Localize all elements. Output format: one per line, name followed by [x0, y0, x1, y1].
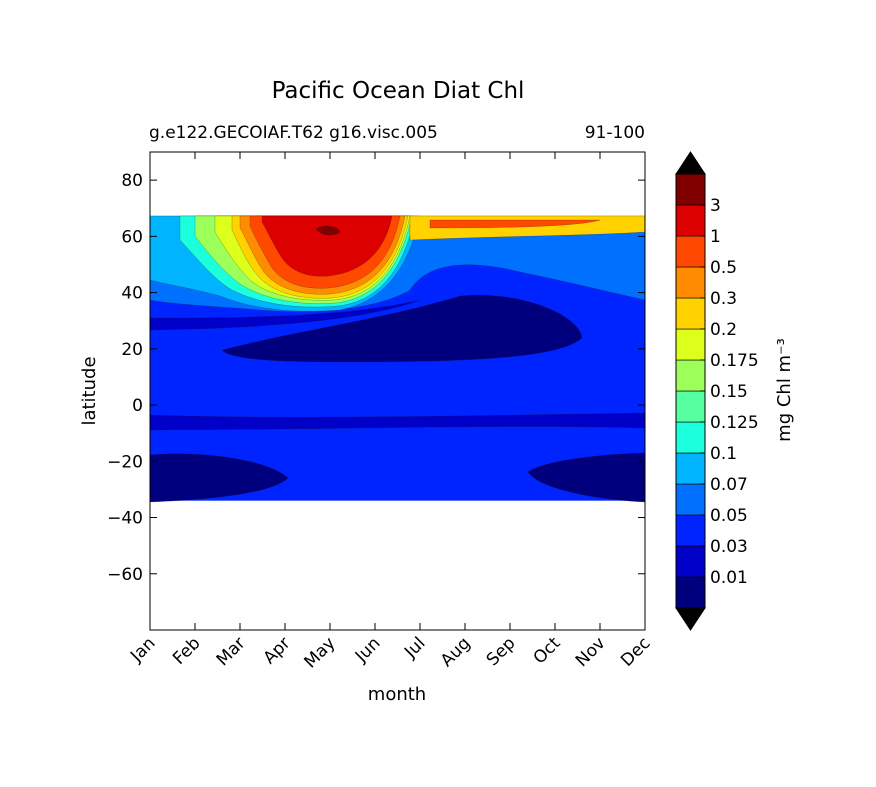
chart-subtitle-right: 91-100 [585, 123, 645, 143]
colorbar-swatch [675, 452, 706, 485]
x-tick-label: Feb [169, 633, 204, 668]
colorbar-tick-label: 1 [710, 227, 721, 247]
colorbar-swatch [675, 266, 706, 299]
y-tick-label: 20 [121, 340, 143, 360]
bloom-3 [261, 215, 393, 277]
colorbar-swatch [675, 483, 706, 516]
x-tick-label: Mar [213, 633, 250, 670]
y-tick-label: 40 [121, 284, 143, 304]
y-axis-label: latitude [79, 356, 100, 425]
subtropical-gyre [221, 294, 583, 363]
colorbar-extend-max [675, 151, 706, 175]
x-tick-label: Jun [351, 633, 385, 667]
summer-streak-2 [429, 219, 601, 229]
y-tick-label: 80 [121, 171, 143, 191]
bloom-peak [315, 225, 341, 236]
colorbar-tick-label: 0.3 [710, 289, 737, 309]
colorbar-tick-label: 0.05 [710, 506, 748, 526]
x-tick-label: Sep [483, 633, 520, 670]
x-axis-label: month [368, 684, 426, 705]
colorbar-swatch [675, 390, 706, 423]
colorbar-swatch [675, 576, 706, 609]
colorbar-tick-label: 3 [710, 196, 721, 216]
y-axis: 80 60 40 20 0 −20 −40 −60 [107, 171, 645, 585]
colorbar: 0.01 0.03 0.05 0.07 0.1 0.125 0.15 0.175 0.2 0.3 0… [675, 151, 759, 631]
colorbar-swatch [675, 328, 706, 361]
y-tick-label: −20 [107, 452, 143, 472]
y-tick-label: 0 [132, 396, 143, 416]
x-tick-label: Jul [400, 633, 429, 662]
x-tick-label: Nov [572, 633, 610, 671]
colorbar-extend-min [675, 607, 706, 631]
colorbar-tick-label: 0.15 [710, 382, 748, 402]
south-low-east [527, 452, 645, 503]
colorbar-swatch [675, 297, 706, 330]
colorbar-swatch [675, 514, 706, 547]
contour-field [150, 215, 645, 503]
y-tick-label: −40 [107, 509, 143, 529]
colorbar-label: mg Chl m⁻³ [774, 338, 795, 442]
x-tick-label: May [301, 633, 340, 672]
colorbar-swatch [675, 421, 706, 454]
equator-band [150, 412, 645, 431]
chart-title: Pacific Ocean Diat Chl [272, 78, 525, 104]
chart-subtitle-left: g.e122.GECOIAF.T62 g16.visc.005 [149, 123, 438, 143]
colorbar-tick-label: 0.01 [710, 568, 748, 588]
plot-frame [149, 151, 646, 631]
colorbar-tick-label: 0.03 [710, 537, 748, 557]
colorbar-swatch [675, 204, 706, 237]
x-tick-label: Aug [437, 633, 475, 671]
colorbar-tick-label: 0.125 [710, 413, 759, 433]
x-tick-label: Jan [126, 633, 159, 666]
colorbar-tick-label: 0.175 [710, 351, 759, 371]
colorbar-tick-label: 0.07 [710, 475, 748, 495]
colorbar-swatch [675, 235, 706, 268]
colorbar-frame [675, 173, 706, 609]
colorbar-tick-label: 0.5 [710, 258, 737, 278]
x-tick-label: Dec [617, 633, 654, 670]
x-tick-label: Oct [530, 633, 565, 668]
colorbar-tick-label: 0.2 [710, 320, 737, 340]
south-low-west [150, 453, 289, 503]
x-tick-label: Apr [260, 633, 295, 668]
colorbar-swatch [675, 359, 706, 392]
colorbar-swatch [675, 173, 706, 206]
north-edge-band [150, 299, 421, 331]
colorbar-tick-label: 0.1 [710, 444, 737, 464]
y-tick-label: −60 [107, 565, 143, 585]
colorbar-swatch [675, 545, 706, 578]
y-tick-label: 60 [121, 227, 143, 247]
